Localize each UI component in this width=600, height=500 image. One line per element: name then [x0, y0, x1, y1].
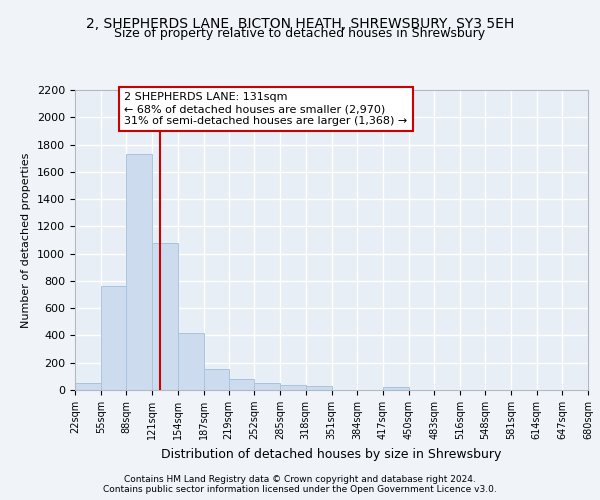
Bar — [127, 154, 152, 390]
Bar — [306, 386, 332, 390]
Text: Contains public sector information licensed under the Open Government Licence v3: Contains public sector information licen… — [103, 485, 497, 494]
Text: 2, SHEPHERDS LANE, BICTON HEATH, SHREWSBURY, SY3 5EH: 2, SHEPHERDS LANE, BICTON HEATH, SHREWSB… — [86, 18, 514, 32]
Bar — [383, 388, 409, 390]
Bar — [101, 286, 127, 390]
Bar — [178, 334, 203, 390]
Y-axis label: Number of detached properties: Number of detached properties — [22, 152, 31, 328]
Bar — [203, 369, 229, 390]
Bar — [229, 379, 254, 390]
Bar — [254, 384, 280, 390]
Text: 2 SHEPHERDS LANE: 131sqm
← 68% of detached houses are smaller (2,970)
31% of sem: 2 SHEPHERDS LANE: 131sqm ← 68% of detach… — [124, 92, 407, 126]
X-axis label: Distribution of detached houses by size in Shrewsbury: Distribution of detached houses by size … — [161, 448, 502, 460]
Text: Size of property relative to detached houses in Shrewsbury: Size of property relative to detached ho… — [115, 28, 485, 40]
Bar — [152, 244, 178, 390]
Text: Contains HM Land Registry data © Crown copyright and database right 2024.: Contains HM Land Registry data © Crown c… — [124, 475, 476, 484]
Bar — [280, 384, 306, 390]
Bar — [75, 382, 101, 390]
